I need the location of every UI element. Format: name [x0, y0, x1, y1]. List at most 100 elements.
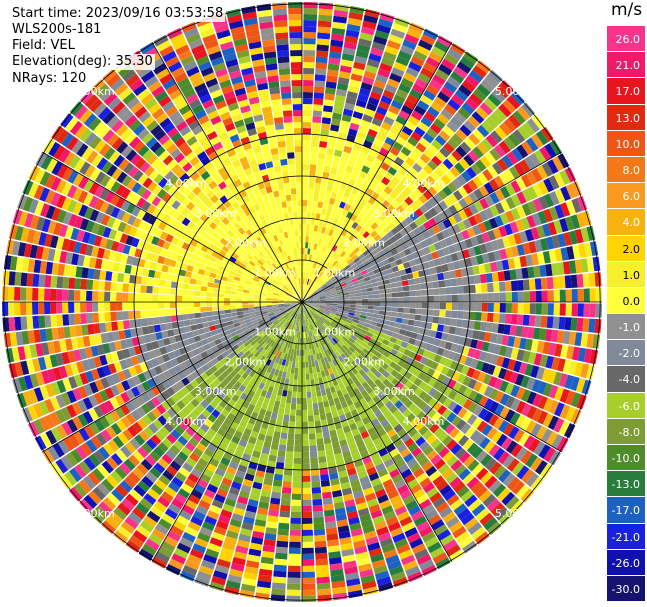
velocity-cell	[302, 194, 308, 201]
velocity-cell	[230, 331, 238, 337]
velocity-cell	[289, 267, 293, 274]
velocity-cell	[551, 263, 559, 276]
velocity-cell	[288, 310, 294, 315]
velocity-cell	[384, 45, 399, 56]
velocity-cell	[287, 255, 292, 262]
velocity-cell	[383, 279, 390, 285]
velocity-cell	[233, 551, 247, 560]
velocity-cell	[306, 294, 312, 299]
velocity-cell	[255, 310, 262, 315]
velocity-cell	[366, 466, 377, 476]
velocity-cell	[473, 188, 484, 200]
velocity-cell	[334, 507, 346, 516]
velocity-cell	[243, 116, 254, 125]
velocity-cell	[124, 114, 138, 128]
velocity-cell	[103, 443, 115, 456]
velocity-cell	[400, 274, 408, 281]
velocity-cell	[282, 110, 293, 117]
velocity-cell	[228, 20, 244, 30]
velocity-cell	[253, 114, 264, 123]
velocity-cell	[478, 210, 489, 222]
velocity-cell	[280, 345, 285, 353]
velocity-cell	[322, 287, 329, 292]
velocity-cell	[346, 198, 354, 206]
velocity-cell	[284, 334, 289, 342]
velocity-cell	[302, 385, 307, 392]
velocity-cell	[348, 403, 356, 412]
velocity-cell	[269, 87, 280, 95]
velocity-cell	[338, 71, 351, 79]
velocity-cell	[248, 296, 255, 300]
velocity-cell	[363, 14, 379, 24]
velocity-cell	[151, 196, 162, 207]
velocity-cell	[224, 253, 232, 260]
velocity-cell	[373, 268, 381, 274]
velocity-cell	[521, 203, 532, 216]
velocity-cell	[97, 106, 112, 121]
velocity-cell	[320, 239, 326, 246]
velocity-cell	[76, 229, 86, 242]
velocity-cell	[275, 253, 281, 261]
velocity-cell	[22, 196, 34, 212]
velocity-cell	[385, 516, 399, 527]
velocity-cell	[305, 367, 310, 374]
velocity-cell	[218, 366, 226, 374]
velocity-cell	[294, 152, 302, 159]
velocity-cell	[265, 320, 272, 325]
velocity-cell	[553, 172, 566, 188]
velocity-cell	[356, 203, 365, 212]
velocity-cell	[246, 352, 254, 360]
velocity-cell	[541, 162, 554, 177]
velocity-cell	[266, 130, 276, 138]
velocity-cell	[214, 176, 224, 186]
velocity-cell	[214, 564, 230, 574]
velocity-cell	[423, 111, 436, 123]
velocity-cell	[44, 233, 53, 247]
velocity-cell	[208, 151, 218, 161]
velocity-cell	[230, 294, 237, 299]
velocity-cell	[188, 437, 199, 448]
velocity-cell	[221, 370, 230, 378]
velocity-cell	[241, 364, 249, 372]
velocity-cell	[248, 178, 257, 187]
velocity-cell	[272, 342, 278, 349]
velocity-cell	[161, 513, 175, 525]
velocity-cell	[303, 38, 316, 45]
velocity-cell	[40, 432, 52, 448]
velocity-cell	[194, 285, 202, 291]
velocity-cell	[273, 564, 287, 572]
velocity-cell	[285, 315, 291, 321]
velocity-cell	[342, 108, 354, 117]
velocity-cell	[350, 244, 358, 252]
velocity-cell	[425, 253, 434, 262]
velocity-cell	[289, 529, 301, 536]
velocity-cell	[283, 313, 289, 318]
velocity-cell	[250, 218, 257, 227]
velocity-cell	[391, 292, 398, 298]
velocity-cell	[438, 280, 446, 288]
velocity-cell	[443, 208, 453, 218]
velocity-cell	[341, 195, 349, 204]
velocity-cell	[300, 313, 302, 320]
velocity-cell	[427, 227, 436, 237]
velocity-cell	[68, 213, 78, 227]
velocity-cell	[269, 243, 275, 250]
velocity-cell	[114, 231, 123, 242]
velocity-cell	[299, 338, 302, 344]
velocity-cell	[308, 236, 313, 243]
velocity-cell	[65, 117, 79, 132]
velocity-cell	[203, 253, 212, 260]
velocity-cell	[277, 140, 286, 148]
velocity-cell	[390, 161, 401, 171]
velocity-cell	[197, 151, 208, 161]
velocity-cell	[328, 264, 335, 271]
velocity-cell	[307, 300, 314, 302]
velocity-cell	[266, 321, 273, 327]
velocity-cell	[370, 477, 382, 487]
velocity-cell	[94, 139, 107, 153]
velocity-cell	[488, 178, 500, 191]
velocity-cell	[256, 236, 263, 244]
velocity-cell	[60, 406, 72, 421]
velocity-cell	[278, 304, 285, 307]
velocity-cell	[162, 154, 174, 166]
